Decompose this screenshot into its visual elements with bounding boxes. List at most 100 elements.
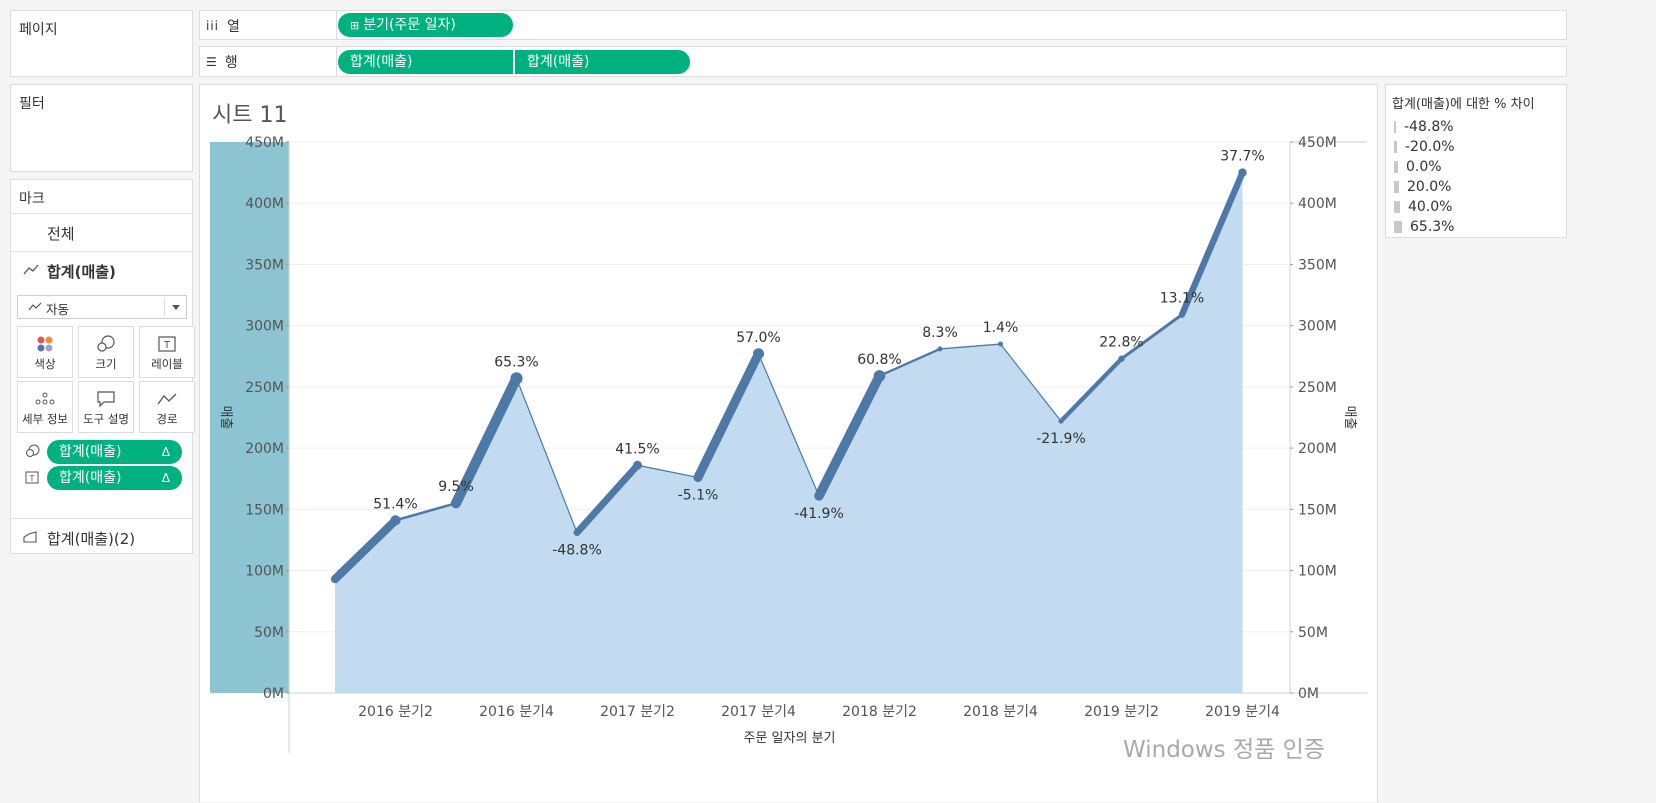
detail-card-label: 세부 정보: [22, 412, 68, 426]
size-encoding-icon: [26, 444, 40, 457]
size-encoding-pill[interactable]: 합계(매출) Δ: [47, 440, 182, 464]
label-encoding-pill[interactable]: 합계(매출) Δ: [47, 466, 182, 490]
marks-all-row[interactable]: 전체: [11, 213, 192, 251]
x-tick-label: 2017 분기4: [721, 704, 796, 720]
data-label: 1.4%: [983, 320, 1019, 336]
data-point: [873, 370, 886, 382]
series-segment: [693, 349, 764, 483]
legend-swatch: [1394, 201, 1400, 213]
rows-pill-1[interactable]: 합계(매출): [338, 50, 513, 74]
tooltip-card[interactable]: 도구 설명: [78, 381, 134, 433]
series-segment: [1178, 169, 1246, 318]
expand-icon: ⊞: [350, 19, 360, 32]
path-icon: [140, 388, 194, 410]
data-point: [390, 515, 401, 526]
series-segment: [1058, 356, 1124, 424]
y-tick-label-left: 50M: [254, 625, 284, 641]
y-tick-label-left: 350M: [245, 257, 284, 273]
filters-title: 필터: [19, 96, 45, 112]
series-segment: [757, 353, 820, 497]
y-tick-label-left: 200M: [245, 441, 284, 457]
filters-panel[interactable]: 필터: [10, 84, 193, 172]
y-axis-title-left: 매출: [218, 406, 233, 430]
y-tick-label-right: 200M: [1298, 441, 1337, 457]
shelf-divider: [336, 11, 337, 39]
legend-item-label: 0.0%: [1406, 159, 1442, 175]
marks-secondary-row[interactable]: 합계(매출)(2): [11, 518, 192, 554]
rows-shelf-label: ☰ 행: [206, 52, 238, 72]
sales-chart[interactable]: 0M 0M 50M 50M 100M 100M 150M 150M 200M 200M 250M 25…: [200, 85, 1377, 803]
sheet-title: 시트 11: [212, 103, 288, 128]
legend-swatch: [1394, 141, 1397, 153]
size-card-label: 크기: [95, 357, 117, 371]
legend-item: 0.0%: [1394, 159, 1442, 175]
tooltip-icon: [79, 388, 133, 410]
y-tick-label-left: 450M: [245, 135, 284, 151]
label-card[interactable]: T 레이블: [139, 326, 195, 378]
rows-icon: ☰: [206, 55, 217, 69]
marks-primary-label: 합계(매출): [47, 263, 116, 281]
legend-item: -20.0%: [1394, 139, 1455, 155]
mark-type-dropdown[interactable]: 자동: [17, 295, 187, 319]
x-axis-title: 주문 일자의 분기: [744, 731, 836, 746]
columns-pill[interactable]: ⊞ 분기(주문 일자): [338, 13, 513, 37]
path-card[interactable]: 경로: [139, 381, 195, 433]
data-point: [1118, 355, 1125, 362]
y-tick-label-right: 350M: [1298, 257, 1337, 273]
svg-text:T: T: [29, 474, 35, 483]
data-label: 22.8%: [1099, 335, 1143, 351]
y-tick-label-left: 400M: [245, 196, 284, 212]
columns-icon: iii: [206, 19, 220, 33]
columns-label: 열: [227, 19, 240, 35]
color-icon: [18, 333, 72, 355]
series-segment: [450, 373, 522, 509]
data-label: -5.1%: [678, 487, 719, 503]
marks-panel: 마크 전체 합계(매출) 자동 색상 크기 T 레이블: [10, 179, 195, 554]
marks-primary-row[interactable]: 합계(매출): [11, 251, 192, 289]
legend-item: 65.3%: [1394, 219, 1454, 235]
pct-diff-legend: 합계(매출)에 대한 % 차이 -48.8% -20.0% 0.0% 20.0%…: [1385, 84, 1567, 238]
marks-title: 마크: [19, 191, 45, 207]
legend-item: 40.0%: [1394, 199, 1452, 215]
legend-item-label: 40.0%: [1408, 199, 1453, 215]
y-tick-label-right: 100M: [1298, 564, 1337, 580]
detail-card[interactable]: 세부 정보: [17, 381, 73, 433]
mark-type-value: 자동: [46, 302, 70, 317]
rows-pill-2-label: 합계(매출): [527, 54, 590, 70]
data-label: -48.8%: [552, 543, 602, 559]
line-mark-icon: [28, 302, 42, 311]
sales-area: [335, 172, 1243, 694]
series-segment: [1119, 313, 1184, 361]
y-tick-label-left: 100M: [245, 564, 284, 580]
legend-item: 20.0%: [1394, 179, 1451, 195]
legend-item-label: 20.0%: [1407, 179, 1452, 195]
pages-panel[interactable]: 페이지: [10, 10, 193, 77]
shelf-divider: [336, 47, 337, 76]
y-tick-label-left: 0M: [263, 686, 284, 702]
x-tick-label: 2017 분기2: [600, 704, 675, 720]
delta-icon: Δ: [161, 445, 170, 459]
data-label: 37.7%: [1220, 149, 1264, 165]
columns-shelf[interactable]: iii 열 ⊞ 분기(주문 일자): [199, 10, 1567, 40]
pages-title: 페이지: [19, 22, 58, 38]
legend-swatch: [1394, 121, 1396, 133]
data-point: [752, 348, 765, 360]
legend-item-label: -48.8%: [1404, 119, 1454, 135]
rows-pill-2[interactable]: 합계(매출): [515, 50, 690, 74]
label-encoding-pill-label: 합계(매출): [59, 470, 122, 486]
data-point: [510, 372, 523, 385]
chevron-down-icon: [172, 305, 180, 310]
size-card[interactable]: 크기: [78, 326, 134, 378]
y-axis-title-right: 매출: [1342, 406, 1357, 430]
worksheet: 시트 11 0M 0M 50M 50M 100M 100M 150M 150M 200M 200M…: [199, 84, 1378, 802]
rows-shelf[interactable]: ☰ 행 합계(매출) 합계(매출): [199, 46, 1567, 77]
legend-swatch: [1394, 221, 1402, 233]
delta-icon: Δ: [161, 471, 170, 485]
color-card[interactable]: 색상: [17, 326, 73, 378]
series-segment: [878, 347, 942, 378]
series-segment: [573, 461, 641, 537]
line-mark-icon: [23, 264, 39, 275]
y-tick-label-right: 150M: [1298, 502, 1337, 518]
detail-icon: [18, 388, 72, 410]
x-tick-label: 2018 분기4: [963, 704, 1038, 720]
